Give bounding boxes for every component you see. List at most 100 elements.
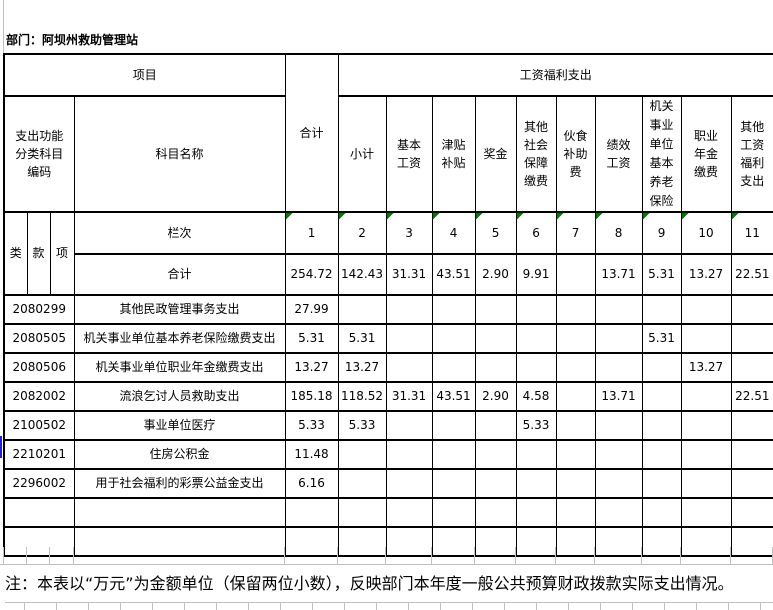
value-cell[interactable]	[431, 410, 476, 441]
value-cell[interactable]	[474, 497, 517, 528]
subject-code-cell[interactable]: 2210201	[3, 439, 75, 470]
subject-code-cell[interactable]: 2080505	[3, 323, 75, 354]
value-cell[interactable]	[555, 439, 596, 470]
column-number-cell[interactable]: 8	[594, 211, 643, 255]
header-grand-total[interactable]: 合计	[284, 53, 339, 213]
value-cell[interactable]	[555, 468, 596, 499]
value-cell[interactable]	[594, 468, 643, 499]
value-cell[interactable]	[385, 468, 433, 499]
value-cell[interactable]: 185.18	[284, 381, 339, 412]
value-cell[interactable]	[337, 468, 387, 499]
value-cell[interactable]: 13.27	[337, 352, 387, 383]
value-cell[interactable]	[385, 439, 433, 470]
value-cell[interactable]: 13.27	[680, 352, 732, 383]
value-cell[interactable]	[555, 352, 596, 383]
value-cell[interactable]	[641, 294, 682, 325]
value-cell[interactable]	[337, 439, 387, 470]
value-cell[interactable]	[431, 497, 476, 528]
header-class[interactable]: 类	[3, 211, 28, 296]
value-cell[interactable]	[730, 352, 773, 383]
value-cell[interactable]	[474, 323, 517, 354]
value-cell[interactable]: 5.33	[515, 410, 557, 441]
value-cell[interactable]	[730, 468, 773, 499]
header-lane[interactable]: 栏次	[73, 211, 286, 255]
value-cell[interactable]	[680, 294, 732, 325]
header-sub-column[interactable]: 奖金	[474, 95, 517, 213]
subject-code-cell[interactable]: 2082002	[3, 381, 75, 412]
total-value-cell[interactable]: 13.27	[680, 253, 732, 296]
value-cell[interactable]: 2.90	[474, 381, 517, 412]
header-group-salary-welfare[interactable]: 工资福利支出	[337, 53, 773, 97]
subject-code-cell[interactable]: 2080299	[3, 294, 75, 325]
value-cell[interactable]	[594, 497, 643, 528]
header-sub-column[interactable]: 小计	[337, 95, 387, 213]
column-number-cell[interactable]: 7	[555, 211, 596, 255]
total-value-cell[interactable]: 2.90	[474, 253, 517, 296]
value-cell[interactable]	[385, 410, 433, 441]
column-number-cell[interactable]: 3	[385, 211, 433, 255]
total-value-cell[interactable]: 254.72	[284, 253, 339, 296]
value-cell[interactable]	[641, 352, 682, 383]
total-value-cell[interactable]: 43.51	[431, 253, 476, 296]
value-cell[interactable]	[515, 323, 557, 354]
value-cell[interactable]	[515, 497, 557, 528]
header-code[interactable]: 支出功能分类科目编码	[3, 95, 75, 213]
header-sub-column[interactable]: 职业年金缴费	[680, 95, 732, 213]
value-cell[interactable]	[594, 352, 643, 383]
value-cell[interactable]	[641, 468, 682, 499]
value-cell[interactable]	[474, 352, 517, 383]
column-number-cell[interactable]: 11	[730, 211, 773, 255]
total-value-cell[interactable]: 9.91	[515, 253, 557, 296]
value-cell[interactable]: 13.27	[284, 352, 339, 383]
value-cell[interactable]	[680, 468, 732, 499]
value-cell[interactable]	[594, 294, 643, 325]
value-cell[interactable]	[474, 294, 517, 325]
column-number-cell[interactable]: 5	[474, 211, 517, 255]
value-cell[interactable]	[515, 439, 557, 470]
value-cell[interactable]	[555, 294, 596, 325]
header-project[interactable]: 项目	[3, 53, 286, 97]
value-cell[interactable]	[431, 323, 476, 354]
value-cell[interactable]	[641, 497, 682, 528]
subject-name-cell[interactable]: 流浪乞讨人员救助支出	[73, 381, 286, 412]
total-value-cell[interactable]: 5.31	[641, 253, 682, 296]
column-number-cell[interactable]: 1	[284, 211, 339, 255]
value-cell[interactable]	[474, 410, 517, 441]
value-cell[interactable]	[555, 323, 596, 354]
value-cell[interactable]: 4.58	[515, 381, 557, 412]
header-section[interactable]: 款	[26, 211, 51, 296]
value-cell[interactable]: 11.48	[284, 439, 339, 470]
subject-name-cell[interactable]: 其他民政管理事务支出	[73, 294, 286, 325]
value-cell[interactable]	[515, 468, 557, 499]
value-cell[interactable]	[555, 497, 596, 528]
value-cell[interactable]	[337, 497, 387, 528]
value-cell[interactable]: 43.51	[431, 381, 476, 412]
value-cell[interactable]: 6.16	[284, 468, 339, 499]
total-row-label[interactable]: 合计	[73, 253, 286, 296]
value-cell[interactable]	[730, 294, 773, 325]
value-cell[interactable]: 118.52	[337, 381, 387, 412]
value-cell[interactable]: 5.33	[337, 410, 387, 441]
value-cell[interactable]	[680, 439, 732, 470]
value-cell[interactable]	[680, 323, 732, 354]
value-cell[interactable]	[474, 439, 517, 470]
value-cell[interactable]	[680, 497, 732, 528]
total-value-cell[interactable]: 13.71	[594, 253, 643, 296]
value-cell[interactable]	[730, 439, 773, 470]
value-cell[interactable]	[641, 439, 682, 470]
total-value-cell[interactable]	[555, 253, 596, 296]
value-cell[interactable]	[385, 352, 433, 383]
value-cell[interactable]	[641, 410, 682, 441]
column-number-cell[interactable]: 6	[515, 211, 557, 255]
value-cell[interactable]: 5.33	[284, 410, 339, 441]
header-sub-column[interactable]: 其他社会保障缴费	[515, 95, 557, 213]
header-subject-name[interactable]: 科目名称	[73, 95, 286, 213]
value-cell[interactable]	[385, 497, 433, 528]
column-number-cell[interactable]: 4	[431, 211, 476, 255]
header-sub-column[interactable]: 其他工资福利支出	[730, 95, 773, 213]
value-cell[interactable]	[555, 381, 596, 412]
subject-code-cell[interactable]: 2080506	[3, 352, 75, 383]
value-cell[interactable]: 31.31	[385, 381, 433, 412]
header-sub-column[interactable]: 绩效工资	[594, 95, 643, 213]
value-cell[interactable]: 22.51	[730, 381, 773, 412]
